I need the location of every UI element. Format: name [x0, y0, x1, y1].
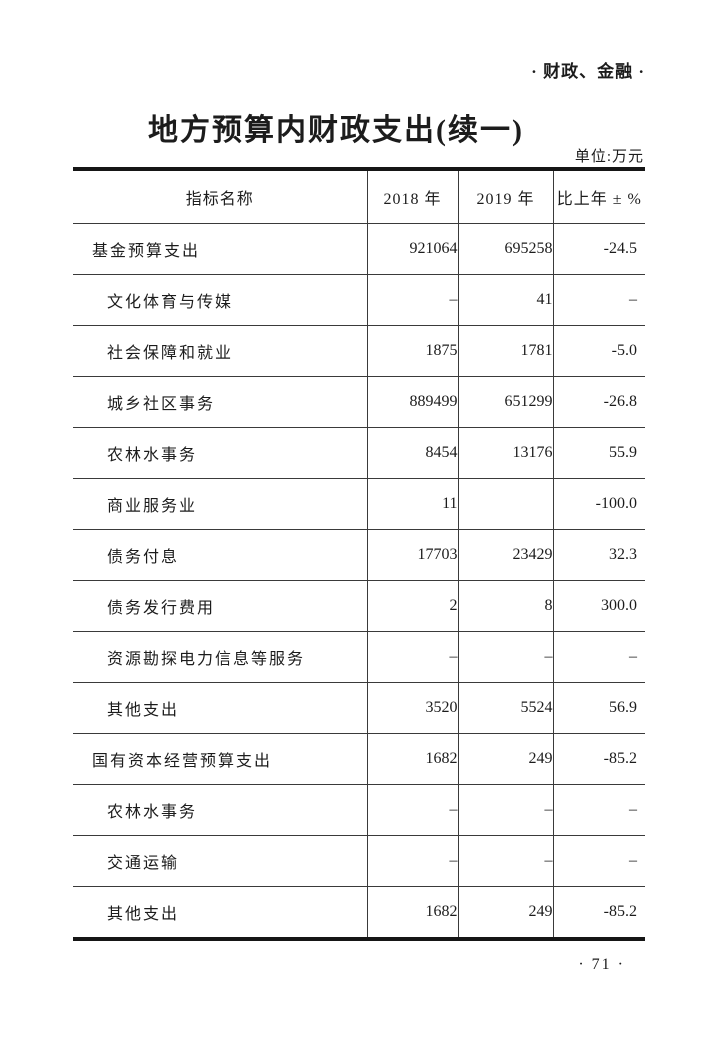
change-cell: 300.0 [552, 580, 645, 632]
value-2018-cell: 889499 [366, 376, 458, 428]
value-2019-cell: 5524 [457, 682, 553, 734]
value-2018-cell: 921064 [366, 223, 458, 275]
value-2018-cell: – [366, 835, 458, 887]
value-2018-cell: – [366, 631, 458, 683]
table-row: 文化体育与传媒 –41– [73, 274, 645, 326]
table-row: 其他支出 1682 249 -85.2 [73, 886, 645, 939]
value-2019-cell: 13176 [457, 427, 553, 479]
change-cell: – [552, 784, 645, 836]
value-2019-cell: 23429 [457, 529, 553, 581]
value-2019-cell [457, 478, 553, 530]
value-2018-cell: 17703 [366, 529, 458, 581]
value-2019-cell: 651299 [457, 376, 553, 428]
table-row: 基金预算支出 921064 695258 -24.5 [73, 223, 645, 275]
table-body: 基金预算支出 921064 695258 -24.5 文化体育与传媒 –41– 社会保障和就… [73, 223, 645, 939]
value-2019-cell: 41 [457, 274, 553, 326]
table-row: 其他支出 3520 5524 56.9 [73, 682, 645, 734]
value-2019-cell: 1781 [457, 325, 553, 377]
table-row: 交通运输 – – – [73, 835, 645, 887]
change-cell: 55.9 [552, 427, 645, 479]
change-cell: -85.2 [552, 733, 645, 785]
value-2019-cell: – [457, 631, 553, 683]
change-cell: -5.0 [552, 325, 645, 377]
column-header-indicator: 指标名称 [73, 169, 367, 224]
value-2018-cell: 8454 [366, 427, 458, 479]
value-2018-cell: – [366, 784, 458, 836]
value-2018-cell: 1682 [366, 733, 458, 785]
table-row: 国有资本经营预算支出 1682 249 -85.2 [73, 733, 645, 785]
column-header-2018: 2018 年 [366, 169, 458, 224]
table-row: 债务付息 17703 23429 32.3 [73, 529, 645, 581]
indicator-cell: 农林水事务 [73, 784, 367, 836]
value-2019-cell: 8 [457, 580, 553, 632]
indicator-cell: 社会保障和就业 [73, 325, 367, 377]
unit-label: 单位:万元 [574, 149, 644, 165]
table-row: 资源勘探电力信息等服务 – – – [73, 631, 645, 683]
change-cell: 32.3 [552, 529, 645, 581]
table-row: 城乡社区事务 889499 651299 -26.8 [73, 376, 645, 428]
change-cell: -26.8 [552, 376, 645, 428]
indicator-cell: 债务发行费用 [73, 580, 367, 632]
indicator-cell: 基金预算支出 [73, 223, 367, 275]
section-header: · 财政、金融 · [531, 62, 645, 81]
fiscal-expenditure-table: 指标名称 2018 年 2019 年 比上年 ± % 基金预算支出 921064 6… [73, 167, 645, 941]
value-2018-cell: 3520 [366, 682, 458, 734]
value-2018-cell: 2 [366, 580, 458, 632]
table-header-row: 指标名称 2018 年 2019 年 比上年 ± % [73, 169, 645, 224]
page-title: 地方预算内财政支出(续一) [148, 114, 524, 147]
indicator-cell: 债务付息 [73, 529, 367, 581]
indicator-cell: 农林水事务 [73, 427, 367, 479]
value-2018-cell: 1682 [366, 886, 458, 939]
indicator-cell: 城乡社区事务 [73, 376, 367, 428]
indicator-cell: 国有资本经营预算支出 [73, 733, 367, 785]
column-header-2019: 2019 年 [457, 169, 553, 224]
table-row: 农林水事务 8454 13176 55.9 [73, 427, 645, 479]
value-2019-cell: – [457, 835, 553, 887]
value-2019-cell: 249 [457, 733, 553, 785]
value-2018-cell: – [366, 274, 458, 326]
indicator-cell: 文化体育与传媒 [73, 274, 367, 326]
indicator-cell: 商业服务业 [73, 478, 367, 530]
indicator-cell: 其他支出 [73, 886, 367, 939]
indicator-cell: 交通运输 [73, 835, 367, 887]
table-row: 社会保障和就业 1875 1781 -5.0 [73, 325, 645, 377]
change-cell: 56.9 [552, 682, 645, 734]
column-header-change: 比上年 ± % [552, 169, 645, 224]
value-2019-cell: 695258 [457, 223, 553, 275]
change-cell: -100.0 [552, 478, 645, 530]
value-2019-cell: 249 [457, 886, 553, 939]
page-number: · 71 · [578, 956, 625, 973]
change-cell: – [552, 631, 645, 683]
indicator-cell: 资源勘探电力信息等服务 [73, 631, 367, 683]
change-cell: – [552, 274, 645, 326]
change-cell: -85.2 [552, 886, 645, 939]
value-2019-cell: – [457, 784, 553, 836]
value-2018-cell: 11 [366, 478, 458, 530]
table-row: 农林水事务 – – – [73, 784, 645, 836]
change-cell: – [552, 835, 645, 887]
value-2018-cell: 1875 [366, 325, 458, 377]
table-row: 债务发行费用 2 8 300.0 [73, 580, 645, 632]
table-row: 商业服务业 11 -100.0 [73, 478, 645, 530]
change-cell: -24.5 [552, 223, 645, 275]
indicator-cell: 其他支出 [73, 682, 367, 734]
